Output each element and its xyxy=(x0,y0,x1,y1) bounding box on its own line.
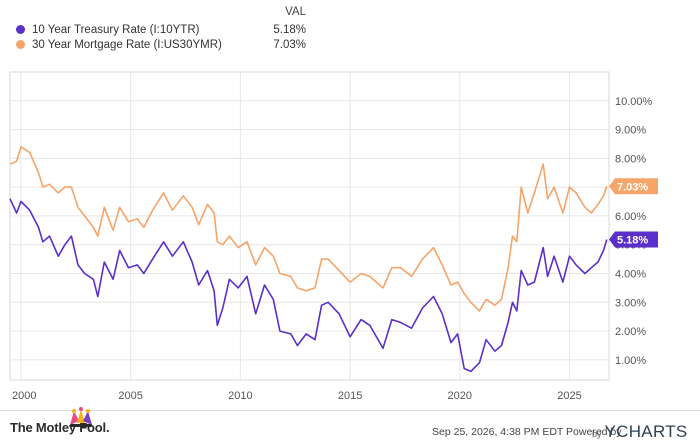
series-line xyxy=(9,146,608,312)
plot-area xyxy=(9,71,610,381)
grid-lines xyxy=(10,72,609,380)
end-label-badge xyxy=(609,178,658,195)
motley-fool-logo: The Motley Fool. xyxy=(10,420,110,435)
legend-label-treasury: 10 Year Treasury Rate (I:10YTR) xyxy=(32,23,200,36)
y-tick-label: 10.00% xyxy=(615,96,653,108)
legend-val-header: VAL xyxy=(285,6,306,18)
legend-label-mortgage: 30 Year Mortgage Rate (I:US30YMR) xyxy=(32,38,222,51)
legend-dot-mortgage xyxy=(16,40,25,49)
x-tick-label: 2000 xyxy=(12,390,36,402)
legend-item-treasury[interactable]: 10 Year Treasury Rate (I:10YTR) 5.18% xyxy=(16,22,306,37)
y-tick-label: 1.00% xyxy=(615,355,646,367)
line-chart: 2000 2005 2010 2015 2020 2025 1.00% 2.00% 3.00%… xyxy=(9,71,658,402)
x-tick-label: 2025 xyxy=(557,390,581,402)
y-tick-label: 8.00% xyxy=(615,153,646,165)
legend-value-treasury: 5.18% xyxy=(273,23,306,36)
ycharts-prefix: by xyxy=(592,429,602,439)
legend-item-mortgage[interactable]: 30 Year Mortgage Rate (I:US30YMR) 7.03% xyxy=(16,37,306,52)
end-label-text: 7.03% xyxy=(617,181,648,193)
x-tick-label: 2020 xyxy=(448,390,472,402)
y-tick-label: 4.00% xyxy=(615,268,646,280)
end-label-text: 5.18% xyxy=(617,235,648,247)
y-tick-label: 9.00% xyxy=(615,125,646,137)
series-lines xyxy=(9,146,608,373)
end-label-badge xyxy=(609,231,658,248)
ycharts-logo[interactable]: by YCHARTS xyxy=(592,422,688,442)
footer: The Motley Fool. Sep 25, 2026, 4:38 PM E… xyxy=(0,407,700,444)
y-tick-label: 6.00% xyxy=(615,211,646,223)
end-labels: 5.18% 7.03% xyxy=(609,178,658,248)
x-tick-label: 2015 xyxy=(338,390,362,402)
y-tick-label: 3.00% xyxy=(615,297,646,309)
chart-legend: VAL 10 Year Treasury Rate (I:10YTR) 5.18… xyxy=(16,6,306,52)
y-tick-label: 2.00% xyxy=(615,326,646,338)
x-tick-label: 2005 xyxy=(118,390,142,402)
legend-dot-treasury xyxy=(16,25,25,34)
ycharts-wordmark: YCHARTS xyxy=(604,422,688,441)
x-axis-ticks: 2000 2005 2010 2015 2020 2025 xyxy=(12,390,582,402)
jester-hat-icon xyxy=(70,407,92,427)
series-line xyxy=(9,198,608,373)
x-tick-label: 2010 xyxy=(228,390,252,402)
timestamp: Sep 25, 2026, 4:38 PM EDT Powered by xyxy=(432,426,622,438)
y-axis-ticks: 1.00%2.00%3.00%4.00%5.00%6.00%7.00%8.00%… xyxy=(615,96,653,367)
legend-value-mortgage: 7.03% xyxy=(273,38,306,51)
